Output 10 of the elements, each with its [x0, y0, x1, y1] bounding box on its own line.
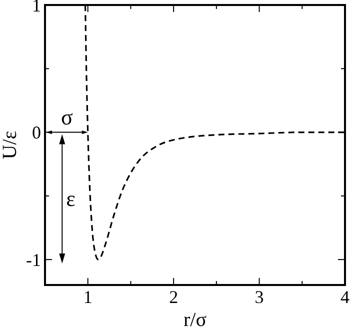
y-tick-label: -1: [26, 250, 41, 270]
y-tick-label: 0: [32, 122, 41, 143]
x-tick-label: 4: [340, 287, 350, 307]
annotation: ε: [66, 186, 76, 211]
x-tick-label: 2: [169, 287, 178, 307]
x-tick-label: 3: [254, 287, 264, 307]
x-axis-title: r/σ: [184, 309, 207, 331]
x-tick-label: 1: [83, 287, 92, 307]
y-axis-title: U/ε: [0, 130, 21, 160]
annotation: σ: [61, 104, 73, 130]
